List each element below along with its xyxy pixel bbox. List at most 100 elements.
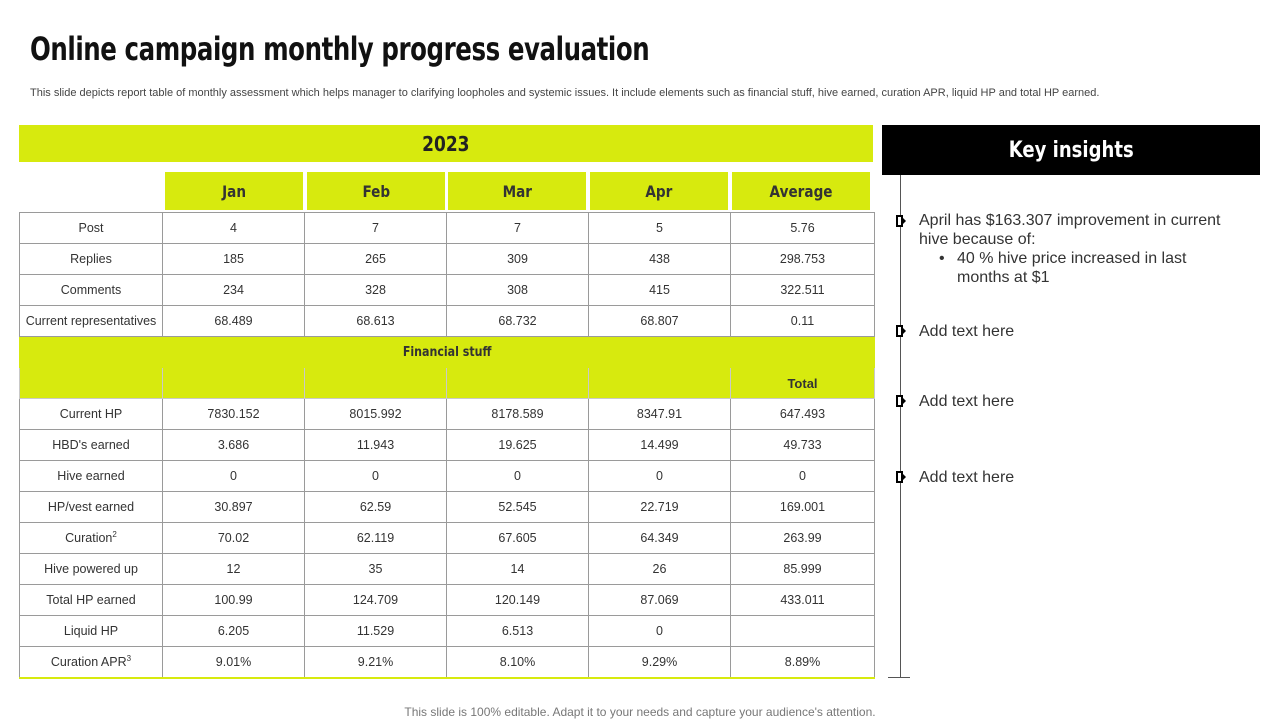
insights-timeline-line (900, 175, 901, 678)
table-row: Current HP 7830.152 8015.992 8178.589 8347.9… (19, 398, 875, 430)
table-cell: 9.21% (304, 646, 447, 679)
table-cell: 169.001 (730, 491, 875, 523)
table-cell: 14.499 (588, 429, 731, 461)
table-cell: 309 (446, 243, 589, 275)
insight-marker-icon (896, 471, 906, 483)
row-label: Total HP earned (19, 584, 163, 616)
table-row: Curation2 70.02 62.119 67.605 64.349 263.99 (19, 522, 875, 554)
table-cell: 8.10% (446, 646, 589, 679)
table-cell: 308 (446, 274, 589, 306)
month-header-row: Jan Feb Mar Apr Average (0, 172, 880, 210)
table-cell: 11.529 (304, 615, 447, 647)
table-cell: 87.069 (588, 584, 731, 616)
row-label: Replies (19, 243, 163, 275)
row-label: Hive powered up (19, 553, 163, 585)
table-row: Liquid HP 6.205 11.529 6.513 0 (19, 615, 875, 647)
table-cell: 7 (304, 212, 447, 244)
row-label: Hive earned (19, 460, 163, 492)
table-cell: 298.753 (730, 243, 875, 275)
month-header-feb: Feb (307, 172, 445, 210)
table-cell: 64.349 (588, 522, 731, 554)
row-label: Curation APR3 (19, 646, 163, 679)
row-label: HBD's earned (19, 429, 163, 461)
row-label: Curation2 (19, 522, 163, 554)
table-cell: 647.493 (730, 398, 875, 430)
insight-marker-icon (896, 325, 906, 337)
row-label: HP/vest earned (19, 491, 163, 523)
row-label: Current representatives (19, 305, 163, 337)
table-row: Comments 234 328 308 415 322.511 (19, 274, 875, 306)
table-cell: 68.732 (446, 305, 589, 337)
table-cell: 70.02 (162, 522, 305, 554)
table-cell: 68.807 (588, 305, 731, 337)
financial-stuff-label: Financial stuff (19, 336, 875, 368)
year-header: 2023 (19, 125, 873, 162)
table-cell: 5 (588, 212, 731, 244)
table-cell: 0 (446, 460, 589, 492)
insights-timeline-foot (888, 677, 910, 678)
footer-note: This slide is 100% editable. Adapt it to… (404, 705, 876, 719)
table-cell: 100.99 (162, 584, 305, 616)
table-cell: 433.011 (730, 584, 875, 616)
table-cell: 68.489 (162, 305, 305, 337)
table-cell: 8.89% (730, 646, 875, 679)
table-row: Curation APR3 9.01% 9.21% 8.10% 9.29% 8.89% (19, 646, 875, 679)
insight-marker-icon (896, 395, 906, 407)
table-cell: 0 (588, 460, 731, 492)
table-cell: 0 (304, 460, 447, 492)
table-row: Replies 185 265 309 438 298.753 (19, 243, 875, 275)
row-label: Liquid HP (19, 615, 163, 647)
month-header-mar: Mar (448, 172, 586, 210)
table-cell: 0 (162, 460, 305, 492)
table-cell: 234 (162, 274, 305, 306)
table-cell: 67.605 (446, 522, 589, 554)
table-cell: 263.99 (730, 522, 875, 554)
table-cell: 30.897 (162, 491, 305, 523)
row-label: Post (19, 212, 163, 244)
table-cell: 26 (588, 553, 731, 585)
table-cell: 49.733 (730, 429, 875, 461)
row-label: Comments (19, 274, 163, 306)
table-cell: 62.59 (304, 491, 447, 523)
year-label: 2023 (422, 131, 470, 156)
slide-subtitle: This slide depicts report table of month… (30, 87, 1100, 99)
financial-stuff-row: Financial stuff (19, 336, 875, 368)
table-cell: 3.686 (162, 429, 305, 461)
insight-2: Add text here (919, 323, 1015, 340)
table-cell: 8347.91 (588, 398, 731, 430)
table-cell: 0 (730, 460, 875, 492)
table-row: Hive earned 0 0 0 0 0 (19, 460, 875, 492)
insight-1-sub-bullet: • 40 % hive price increased in last mont… (939, 250, 1187, 286)
month-header-apr: Apr (590, 172, 728, 210)
table-cell: 0 (588, 615, 731, 647)
table-cell: 6.513 (446, 615, 589, 647)
table-cell: 124.709 (304, 584, 447, 616)
bullet-dot-icon: • (939, 250, 945, 267)
table-cell: 8178.589 (446, 398, 589, 430)
table-cell (730, 615, 875, 647)
table-cell: 328 (304, 274, 447, 306)
progress-table: Post 4 7 7 5 5.76 Replies 185 265 309 438 298.753 Co… (19, 212, 875, 679)
table-row: HBD's earned 3.686 11.943 19.625 14.499 49.73… (19, 429, 875, 461)
table-cell: 120.149 (446, 584, 589, 616)
insight-1: April has $163.307 improvement in curren… (919, 212, 1221, 248)
table-row: HP/vest earned 30.897 62.59 52.545 22.719 169… (19, 491, 875, 523)
insight-marker-icon (896, 215, 906, 227)
insight-3: Add text here (919, 393, 1015, 410)
month-header-average: Average (732, 172, 870, 210)
table-cell: 185 (162, 243, 305, 275)
row-label: Current HP (19, 398, 163, 430)
table-cell: 4 (162, 212, 305, 244)
table-cell: 322.511 (730, 274, 875, 306)
table-cell: 415 (588, 274, 731, 306)
table-cell: 52.545 (446, 491, 589, 523)
table-row: Current representatives 68.489 68.613 68.73… (19, 305, 875, 337)
table-cell: 8015.992 (304, 398, 447, 430)
table-cell: 14 (446, 553, 589, 585)
table-cell: 35 (304, 553, 447, 585)
table-cell: 6.205 (162, 615, 305, 647)
table-cell: 438 (588, 243, 731, 275)
table-row: Post 4 7 7 5 5.76 (19, 212, 875, 244)
table-cell: 9.29% (588, 646, 731, 679)
key-insights-header: Key insights (882, 125, 1260, 175)
